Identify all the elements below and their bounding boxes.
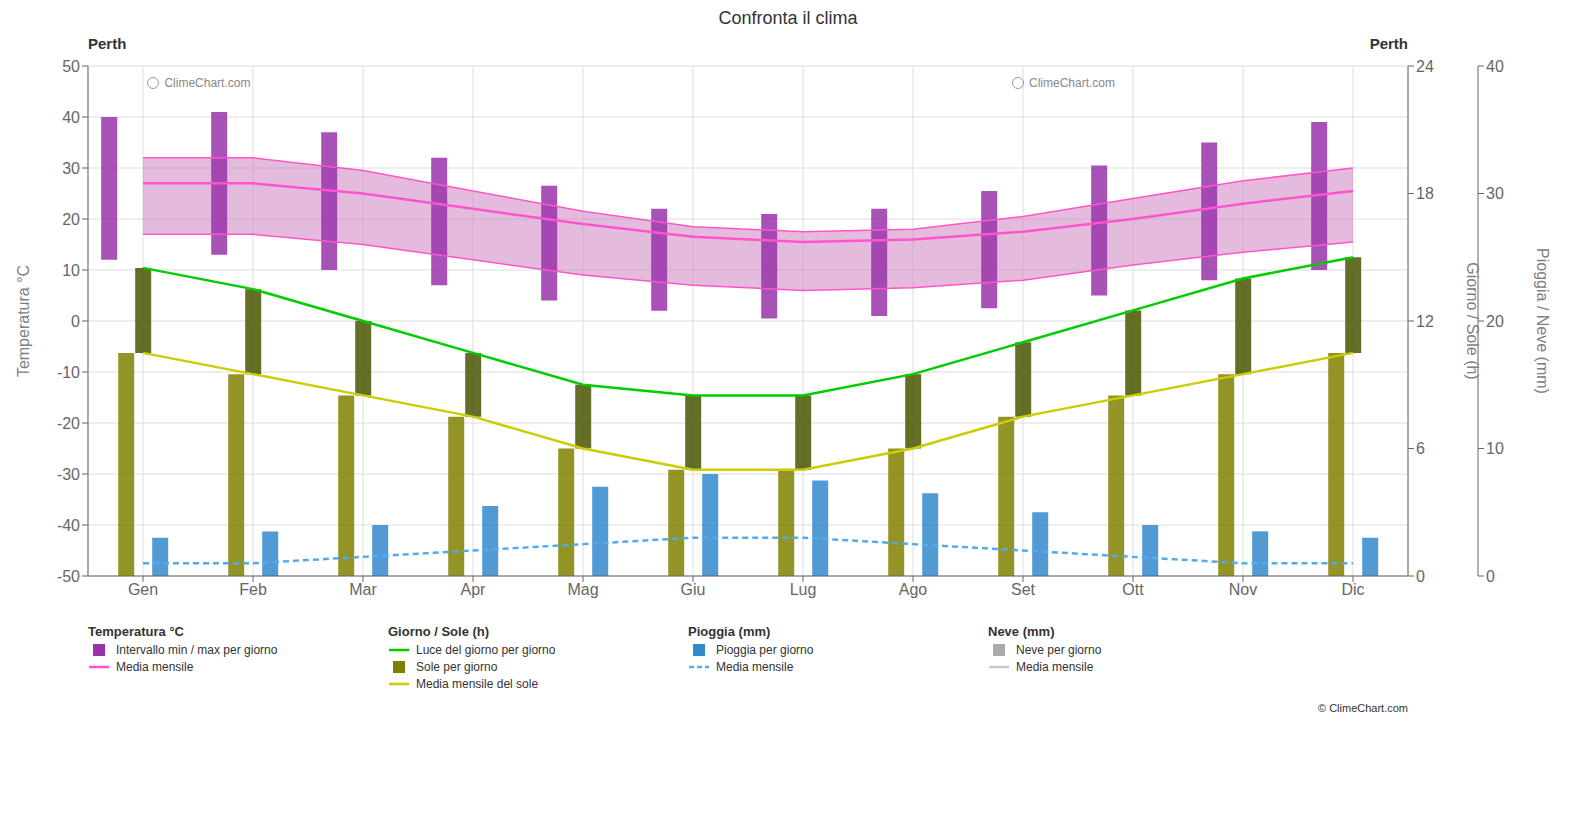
html-text:Media mensile: Media mensile xyxy=(1016,660,1094,674)
svg-text:30: 30 xyxy=(1486,185,1504,202)
svg-text:0: 0 xyxy=(1486,568,1495,585)
svg-text:40: 40 xyxy=(1486,58,1504,75)
svg-text:Mag: Mag xyxy=(567,581,598,598)
svg-text:12: 12 xyxy=(1416,313,1434,330)
html-text:Giorno / Sole (h): Giorno / Sole (h) xyxy=(388,624,490,639)
svg-text:-40: -40 xyxy=(57,517,80,534)
html-text:Media mensile: Media mensile xyxy=(716,660,794,674)
svg-text:0: 0 xyxy=(1416,568,1425,585)
html-text:Temperatura °C: Temperatura °C xyxy=(88,624,184,639)
svg-text:Ago: Ago xyxy=(899,581,928,598)
html-text:Pioggia per giorno: Pioggia per giorno xyxy=(716,643,814,657)
svg-text:Feb: Feb xyxy=(239,581,267,598)
svg-text:Giorno / Sole (h): Giorno / Sole (h) xyxy=(1464,262,1481,379)
svg-text:-20: -20 xyxy=(57,415,80,432)
html-text:Media mensile: Media mensile xyxy=(116,660,194,674)
html-text:ClimeChart.com: ClimeChart.com xyxy=(164,76,251,91)
svg-text:0: 0 xyxy=(71,313,80,330)
html-text:Neve per giorno: Neve per giorno xyxy=(1016,643,1102,657)
svg-text:Apr: Apr xyxy=(461,581,487,598)
svg-text:Dic: Dic xyxy=(1341,581,1364,598)
html-text:© ClimeChart.com: © ClimeChart.com xyxy=(1318,702,1408,714)
svg-text:6: 6 xyxy=(1416,440,1425,457)
svg-text:40: 40 xyxy=(62,109,80,126)
html-text:Intervallo min / max per giorn: Intervallo min / max per giorno xyxy=(116,643,278,657)
html-text:Perth: Perth xyxy=(88,35,127,52)
html-text:Perth: Perth xyxy=(1369,35,1408,52)
svg-text:Set: Set xyxy=(1011,581,1036,598)
svg-text:30: 30 xyxy=(62,160,80,177)
svg-text:10: 10 xyxy=(62,262,80,279)
svg-text:Pioggia / Neve (mm): Pioggia / Neve (mm) xyxy=(1534,248,1551,394)
svg-text:20: 20 xyxy=(1486,313,1504,330)
svg-text:Ott: Ott xyxy=(1122,581,1144,598)
html-text:Pioggia (mm): Pioggia (mm) xyxy=(688,624,771,639)
svg-text:24: 24 xyxy=(1416,58,1434,75)
svg-text:-30: -30 xyxy=(57,466,80,483)
html-text:ClimeChart.com: ClimeChart.com xyxy=(1029,76,1115,91)
svg-text:-50: -50 xyxy=(57,568,80,585)
html-text:Media mensile del sole: Media mensile del sole xyxy=(416,677,539,691)
svg-text:10: 10 xyxy=(1486,440,1504,457)
html-text:Sole per giorno: Sole per giorno xyxy=(416,660,498,674)
svg-text:Mar: Mar xyxy=(349,581,377,598)
html-text:Confronta il clima: Confronta il clima xyxy=(718,8,858,28)
svg-text:Nov: Nov xyxy=(1229,581,1257,598)
svg-text:50: 50 xyxy=(62,58,80,75)
svg-text:20: 20 xyxy=(62,211,80,228)
html-text:Luce del giorno per giorno: Luce del giorno per giorno xyxy=(416,643,556,657)
svg-text:Giu: Giu xyxy=(681,581,706,598)
svg-text:18: 18 xyxy=(1416,185,1434,202)
svg-text:Temperatura °C: Temperatura °C xyxy=(15,265,32,377)
svg-text:-10: -10 xyxy=(57,364,80,381)
html-text:Neve (mm): Neve (mm) xyxy=(988,624,1055,639)
svg-text:Lug: Lug xyxy=(790,581,817,598)
svg-text:Gen: Gen xyxy=(128,581,158,598)
